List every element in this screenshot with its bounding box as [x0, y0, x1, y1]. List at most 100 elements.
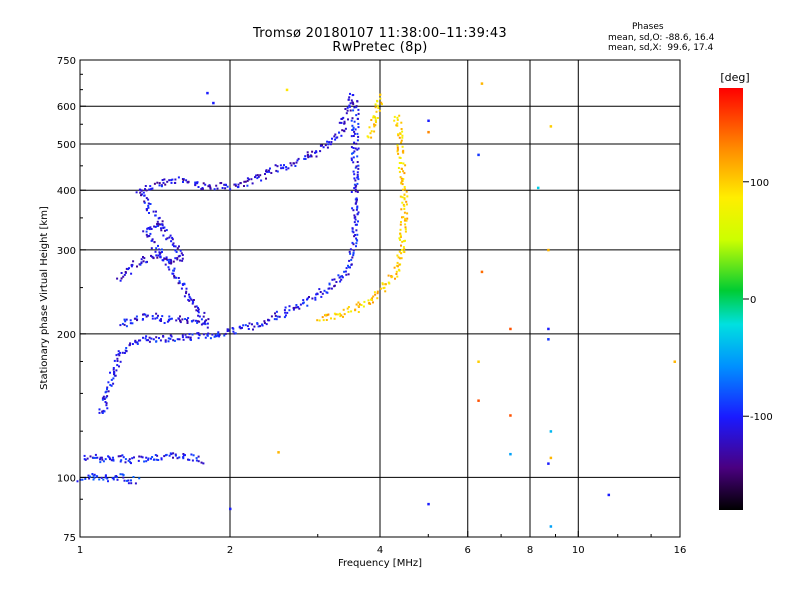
data-point — [130, 479, 132, 482]
data-point — [122, 275, 125, 278]
data-point — [128, 458, 131, 461]
data-point — [194, 305, 197, 308]
data-point — [353, 235, 356, 238]
data-point — [187, 317, 190, 320]
data-point — [356, 148, 359, 151]
isolated-point-1 — [549, 125, 553, 128]
data-point — [87, 474, 90, 477]
data-point — [374, 106, 377, 109]
data-point — [178, 338, 181, 341]
data-point — [406, 212, 409, 215]
data-point — [200, 318, 203, 321]
data-point — [350, 119, 353, 122]
data-point — [247, 328, 250, 330]
data-point — [368, 302, 371, 304]
data-point — [306, 298, 308, 301]
data-point — [145, 335, 148, 338]
data-point — [327, 313, 330, 316]
data-point — [173, 276, 176, 279]
data-point — [105, 390, 108, 393]
data-point — [174, 453, 177, 456]
data-point — [128, 267, 130, 270]
data-point — [373, 130, 376, 133]
data-point — [403, 186, 406, 188]
data-point — [117, 350, 120, 353]
data-point — [347, 310, 350, 313]
data-point — [349, 248, 352, 251]
data-point — [100, 456, 103, 459]
data-point — [194, 181, 197, 184]
data-point — [139, 191, 142, 194]
data-point — [311, 150, 314, 153]
trace-5 — [316, 114, 409, 322]
y-tick-label-500: 500 — [57, 140, 76, 151]
data-point — [142, 313, 144, 316]
data-point — [406, 195, 409, 198]
data-point — [381, 103, 383, 106]
isolated-point-21 — [212, 101, 215, 105]
data-point — [122, 456, 125, 459]
data-point — [229, 188, 232, 191]
data-point — [328, 283, 331, 286]
data-point — [161, 179, 164, 181]
data-point — [400, 181, 403, 184]
data-point — [348, 259, 351, 262]
data-point — [357, 178, 360, 181]
data-point — [182, 457, 185, 460]
data-point — [226, 328, 229, 331]
data-point — [176, 257, 179, 260]
data-point — [118, 354, 121, 357]
grid-lines — [80, 60, 680, 537]
data-point — [400, 162, 403, 164]
data-point — [144, 185, 147, 187]
data-point — [112, 368, 115, 371]
data-point — [347, 98, 350, 101]
data-point — [197, 455, 200, 458]
data-point — [156, 220, 159, 223]
data-point — [89, 455, 92, 458]
data-point — [354, 128, 357, 131]
data-point — [333, 284, 336, 287]
data-point — [307, 156, 310, 159]
data-point — [352, 170, 355, 173]
data-point — [373, 123, 375, 126]
data-point — [318, 319, 321, 322]
data-point — [350, 99, 353, 102]
data-point — [265, 169, 268, 172]
data-point — [314, 298, 317, 301]
data-point — [192, 454, 195, 457]
data-point — [346, 106, 349, 109]
data-point — [403, 240, 405, 243]
data-point — [133, 317, 136, 320]
data-point — [403, 208, 406, 210]
data-point — [168, 315, 171, 318]
data-point — [166, 259, 169, 262]
data-point — [196, 321, 199, 324]
isolated-point-3 — [480, 270, 484, 274]
data-point — [164, 263, 167, 266]
data-point — [403, 219, 406, 222]
data-point — [275, 169, 278, 172]
data-point — [353, 216, 356, 219]
data-point — [370, 130, 373, 133]
data-point — [397, 133, 399, 136]
data-point — [116, 360, 119, 362]
data-point — [116, 476, 118, 479]
data-point — [200, 188, 203, 190]
data-point — [357, 211, 360, 214]
data-point — [402, 203, 405, 206]
data-point — [333, 278, 336, 281]
data-point — [242, 324, 245, 327]
data-point — [224, 187, 227, 190]
data-point — [170, 261, 173, 264]
data-point — [357, 112, 360, 115]
data-point — [148, 228, 151, 231]
data-point — [156, 223, 159, 225]
data-point — [345, 267, 348, 270]
data-point — [349, 266, 351, 269]
data-point — [105, 396, 108, 399]
data-point — [253, 325, 256, 328]
data-point — [107, 480, 109, 483]
data-point — [191, 302, 194, 305]
colorbar-tick-label-100: 100 — [750, 178, 769, 189]
